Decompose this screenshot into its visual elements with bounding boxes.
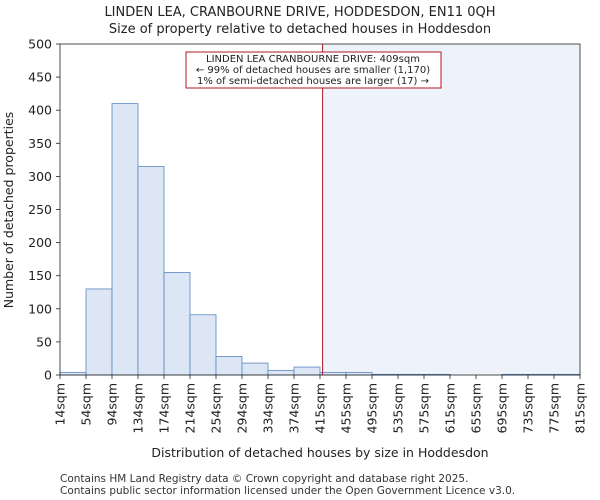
footer-line-2: Contains public sector information licen… (60, 485, 515, 497)
x-tick-label-294sqm: 294sqm (235, 383, 250, 433)
x-tick-label-374sqm: 374sqm (287, 383, 302, 433)
y-tick-label: 150 (28, 268, 52, 283)
bar-334sqm (267, 369, 295, 376)
bar-294sqm (241, 362, 269, 376)
x-tick-label-655sqm: 655sqm (469, 383, 484, 433)
x-axis-ticks: 14sqm 54sqm 94sqm 134sqm 174sqm 214sqm 254sqm 2… (53, 375, 588, 433)
bar-254sqm (215, 356, 243, 376)
x-tick-label-735sqm: 735sqm (521, 383, 536, 433)
y-tick-label: 500 (28, 37, 52, 52)
bar-174sqm (163, 271, 191, 376)
x-tick-label-94sqm: 94sqm (105, 383, 120, 426)
y-tick-label: 100 (28, 301, 52, 316)
x-tick-label-615sqm: 615sqm (443, 383, 458, 433)
chart-title: LINDEN LEA, CRANBOURNE DRIVE, HODDESDON,… (104, 5, 495, 20)
annotation-box: LINDEN LEA CRANBOURNE DRIVE: 409sqm ← 99… (185, 51, 442, 89)
bar-374sqm (293, 366, 321, 376)
annotation-line-3: 1% of semi-detached houses are larger (1… (197, 76, 429, 87)
x-tick-label-214sqm: 214sqm (183, 383, 198, 433)
y-tick-label: 400 (28, 103, 52, 118)
x-tick-label-334sqm: 334sqm (261, 383, 276, 433)
x-tick-label-54sqm: 54sqm (79, 383, 94, 426)
x-tick-label-815sqm: 815sqm (573, 383, 588, 433)
x-tick-label-174sqm: 174sqm (157, 383, 172, 433)
x-tick-label-254sqm: 254sqm (209, 383, 224, 433)
x-tick-label-535sqm: 535sqm (391, 383, 406, 433)
y-tick-label: 350 (28, 136, 52, 151)
y-tick-label: 200 (28, 235, 52, 250)
bar-54sqm (85, 288, 113, 376)
annotation-box-border (185, 51, 442, 89)
y-tick-label: 300 (28, 169, 52, 184)
y-tick-label: 250 (28, 202, 52, 217)
annotation-line-1: LINDEN LEA CRANBOURNE DRIVE: 409sqm (206, 54, 420, 65)
bars-group (59, 103, 581, 376)
highlight-region (322, 44, 580, 375)
y-axis-ticks: 0 50 100 150 200 250 300 350 400 450 500 (28, 37, 60, 383)
annotation-line-2: ← 99% of detached houses are smaller (1,… (196, 65, 430, 76)
y-tick-label: 50 (36, 334, 52, 349)
x-tick-label-14sqm: 14sqm (53, 383, 68, 426)
footer-line-1: Contains HM Land Registry data © Crown c… (60, 473, 468, 485)
bar-134sqm (137, 166, 165, 376)
y-axis-label: Number of detached properties (1, 112, 16, 309)
x-tick-label-455sqm: 455sqm (339, 383, 354, 433)
x-tick-label-415sqm: 415sqm (313, 383, 328, 433)
x-axis-label: Distribution of detached houses by size … (151, 445, 488, 460)
chart-subtitle: Size of property relative to detached ho… (109, 22, 491, 37)
y-tick-label: 450 (28, 70, 52, 85)
plot-frame (59, 43, 581, 376)
x-tick-label-775sqm: 775sqm (547, 383, 562, 433)
y-tick-label: 0 (44, 368, 52, 383)
x-tick-label-134sqm: 134sqm (131, 383, 146, 433)
bar-214sqm (189, 314, 217, 376)
x-tick-label-695sqm: 695sqm (495, 383, 510, 433)
bar-94sqm (111, 103, 139, 376)
x-tick-label-495sqm: 495sqm (365, 383, 380, 433)
x-tick-label-575sqm: 575sqm (417, 383, 432, 433)
